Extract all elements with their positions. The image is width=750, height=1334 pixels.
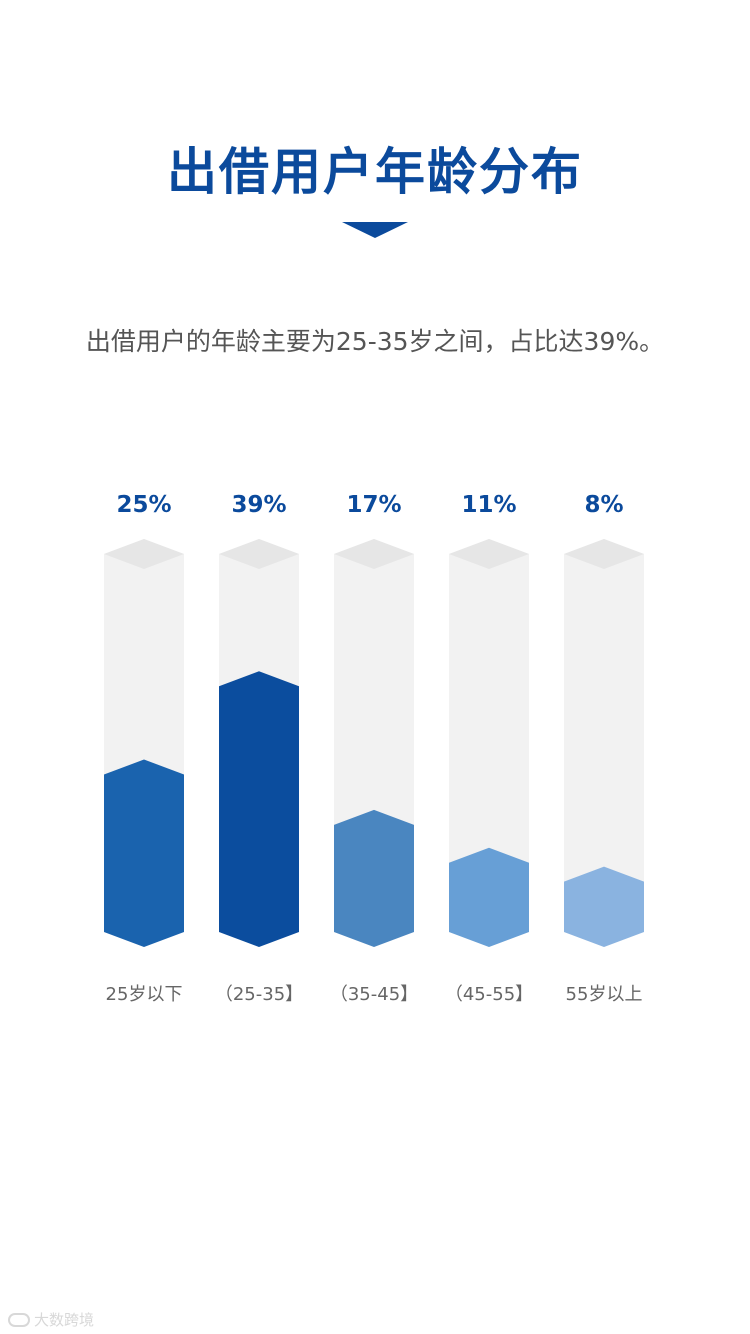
bar-value-label: 39% [231, 492, 286, 518]
category-label: （45-55】 [445, 984, 533, 1005]
bar [104, 759, 184, 947]
bar [449, 847, 529, 947]
bar-track [449, 539, 529, 947]
watermark-logo-icon [8, 1312, 30, 1327]
bar-track [564, 539, 644, 947]
category-label: （35-45】 [330, 984, 418, 1005]
watermark-text: 大数跨境 [34, 1311, 95, 1329]
title-arrow-icon [342, 222, 408, 238]
bar-track-cap [104, 539, 184, 569]
bar-value-label: 25% [116, 492, 171, 518]
bar [219, 671, 299, 947]
bar-value-label: 11% [461, 492, 516, 518]
bar [564, 866, 644, 947]
age-distribution-chart: 25% 25岁以下 39% （25-35】 17% （35-45】 11% （45-55】 8%… [104, 492, 644, 1005]
category-label: 25岁以下 [106, 984, 183, 1005]
bar-value-label: 17% [346, 492, 401, 518]
page-title: 出借用户年龄分布 [167, 143, 583, 201]
category-label: （25-35】 [215, 984, 303, 1005]
watermark: 大数跨境 [8, 1309, 94, 1330]
bar-track-cap [334, 539, 414, 569]
bar [334, 809, 414, 947]
bar-track-cap [449, 539, 529, 569]
bar-track-cap [564, 539, 644, 569]
chart-description: 出借用户的年龄主要为25-35岁之间，占比达39%。 [85, 327, 665, 356]
bar-value-label: 8% [584, 492, 623, 518]
category-label: 55岁以上 [566, 984, 643, 1005]
bar-track-cap [219, 539, 299, 569]
